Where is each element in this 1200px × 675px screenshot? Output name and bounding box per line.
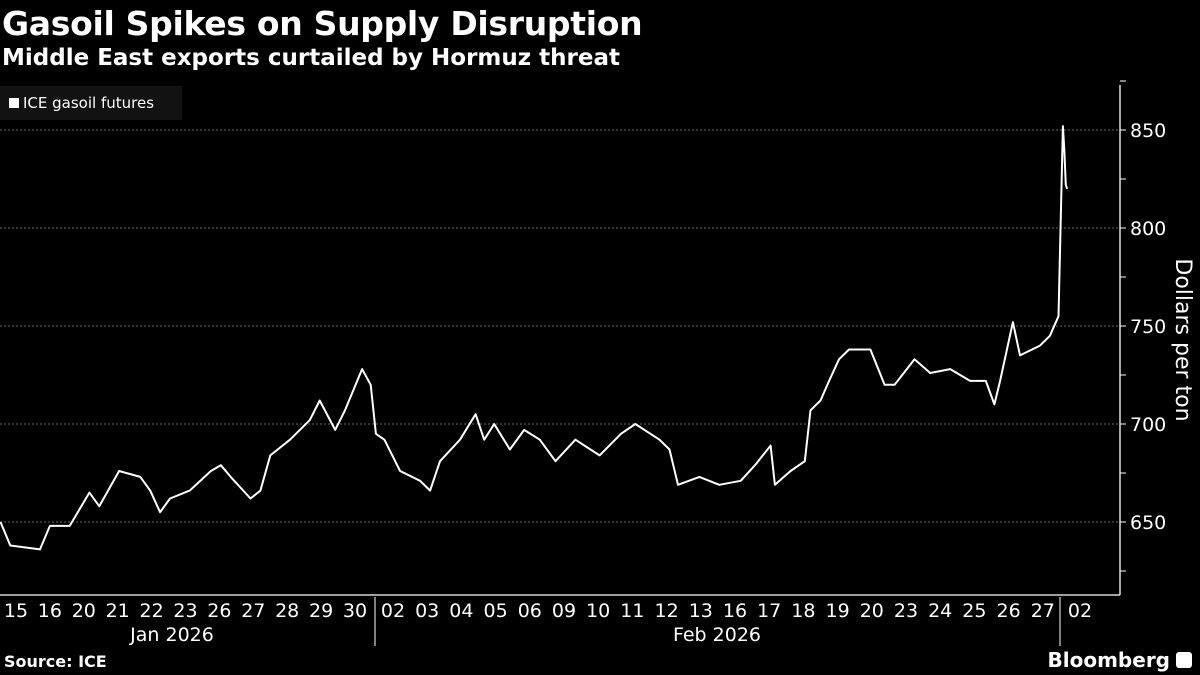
x-tick-label: 12: [655, 600, 679, 622]
x-tick-label: 23: [894, 600, 918, 622]
month-label: Feb 2026: [673, 624, 761, 646]
x-tick-label: 09: [552, 600, 576, 622]
x-tick-label: 29: [309, 600, 333, 622]
chart-logo-icon: [1176, 652, 1192, 668]
x-tick-label: 24: [928, 600, 952, 622]
x-tick-label: 16: [38, 600, 62, 622]
series-line: [0, 125, 1069, 551]
legend-label: ICE gasoil futures: [23, 94, 155, 112]
x-tick-label: 25: [962, 600, 986, 622]
y-axis-label: Dollars per ton: [1170, 258, 1195, 421]
x-tick-label: 11: [620, 600, 644, 622]
y-tick-label: 800: [1130, 218, 1166, 240]
x-tick-label: 19: [826, 600, 850, 622]
x-tick-label: 23: [173, 600, 197, 622]
x-tick-label: 28: [275, 600, 299, 622]
legend: ICE gasoil futures: [0, 86, 182, 120]
x-tick-label: 02: [381, 600, 405, 622]
x-tick-label: 20: [72, 600, 96, 622]
legend-swatch: [9, 98, 19, 108]
x-tick-label: 27: [1031, 600, 1055, 622]
y-tick-label: 750: [1130, 316, 1166, 338]
x-tick-label: 02: [1068, 600, 1092, 622]
x-tick-label: 04: [449, 600, 473, 622]
brand-text: Bloomberg: [1047, 648, 1170, 672]
x-tick-label: 16: [723, 600, 747, 622]
x-tick-label: 03: [415, 600, 439, 622]
x-tick-label: 22: [140, 600, 164, 622]
x-tick-label: 27: [241, 600, 265, 622]
y-tick-label: 700: [1130, 414, 1166, 436]
y-tick-label: 650: [1130, 512, 1166, 534]
x-tick-label: 17: [757, 600, 781, 622]
x-tick-label: 05: [484, 600, 508, 622]
x-tick-label: 15: [4, 600, 28, 622]
x-tick-label: 21: [106, 600, 130, 622]
month-label: Jan 2026: [129, 624, 214, 646]
x-tick-label: 26: [207, 600, 231, 622]
source-note: Source: ICE: [4, 652, 107, 671]
x-tick-label: 20: [860, 600, 884, 622]
x-tick-label: 13: [689, 600, 713, 622]
chart-subtitle: Middle East exports curtailed by Hormuz …: [2, 45, 620, 71]
x-tick-label: 18: [791, 600, 815, 622]
chart-title: Gasoil Spikes on Supply Disruption: [2, 4, 643, 43]
x-tick-label: 06: [518, 600, 542, 622]
x-tick-label: 26: [997, 600, 1021, 622]
x-tick-label: 30: [343, 600, 367, 622]
bloomberg-logo: Bloomberg: [1048, 648, 1192, 672]
x-tick-label: 10: [586, 600, 610, 622]
y-tick-label: 850: [1130, 120, 1166, 142]
